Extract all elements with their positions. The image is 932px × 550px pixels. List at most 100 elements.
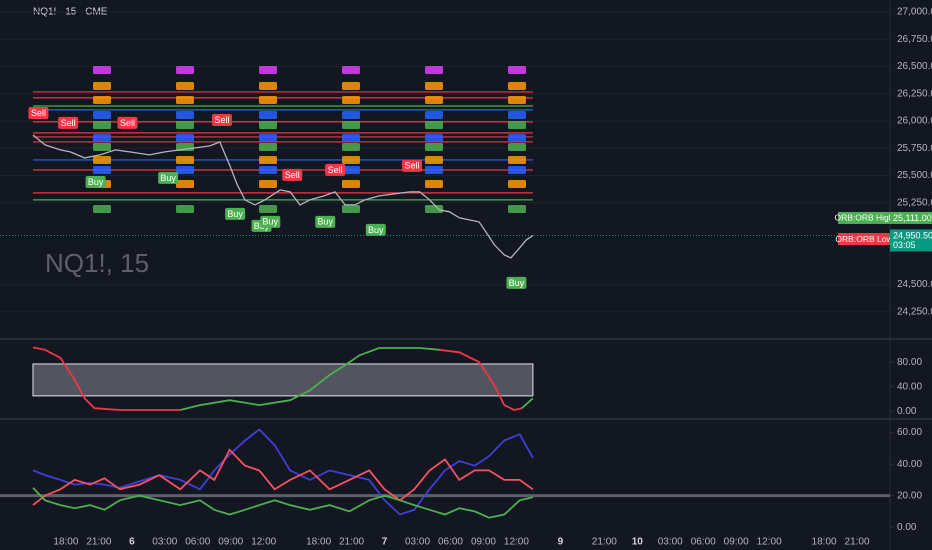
signal-label-box: [225, 207, 246, 220]
series-line: [32, 428, 534, 516]
signal-label-box: [158, 171, 179, 184]
signal-label-box: [85, 175, 106, 188]
x-tick-label: 12:00: [757, 537, 782, 548]
y-tick-label: 0.00: [897, 406, 917, 417]
session-box: [176, 180, 194, 188]
signal-label: Sell: [214, 115, 229, 125]
session-box: [342, 111, 360, 119]
session-box: [259, 66, 277, 74]
band: [32, 363, 534, 397]
session-box: [342, 82, 360, 90]
series-line: [32, 134, 534, 259]
session-box: [342, 156, 360, 164]
session-box: [176, 205, 194, 213]
marker-name: ORB:ORB Low: [835, 234, 893, 244]
series-line: [32, 487, 534, 519]
y-tick-label: 24,500.00: [897, 279, 932, 290]
session-box: [508, 121, 526, 129]
signal-label: Buy: [227, 209, 243, 219]
session-box: [508, 180, 526, 188]
y-tick-label: 0.00: [897, 522, 917, 533]
session-box: [93, 82, 111, 90]
session-box: [93, 111, 111, 119]
session-box: [259, 156, 277, 164]
session-box: [259, 166, 277, 174]
signal-label: Sell: [120, 118, 135, 128]
x-tick-label: 18:00: [812, 537, 837, 548]
session-box: [425, 143, 443, 151]
session-box: [508, 166, 526, 174]
session-box: [176, 111, 194, 119]
marker-value: 25,111.00: [893, 213, 932, 223]
x-tick-label: 06:00: [438, 537, 463, 548]
session-box: [259, 82, 277, 90]
session-box: [259, 143, 277, 151]
signal-label: Buy: [317, 217, 333, 227]
session-box: [508, 96, 526, 104]
signal-label-box: [28, 106, 49, 119]
signal-label-box: [506, 276, 527, 289]
marker-name-box: [838, 233, 890, 246]
y-tick-label: 27,000.00: [897, 7, 932, 18]
y-tick-label: 25,750.00: [897, 143, 932, 154]
session-box: [93, 121, 111, 129]
x-tick-label: 09:00: [471, 537, 496, 548]
last-price: 24,950.50: [893, 230, 932, 240]
signal-label: Sell: [405, 161, 420, 171]
session-box: [259, 121, 277, 129]
session-box: [425, 134, 443, 142]
session-box: [93, 166, 111, 174]
x-tick-label: 18:00: [53, 537, 78, 548]
session-box: [176, 156, 194, 164]
signal-label: Sell: [31, 108, 46, 118]
y-tick-label: 25,500.00: [897, 170, 932, 181]
session-box: [176, 121, 194, 129]
signal-label-box: [325, 163, 346, 176]
session-box: [425, 205, 443, 213]
session-box: [176, 166, 194, 174]
y-tick-label: 60.00: [897, 427, 922, 438]
session-box: [259, 180, 277, 188]
signal-label-box: [260, 215, 281, 228]
x-tick-label: 21:00: [845, 537, 870, 548]
signal-label: Buy: [368, 225, 384, 235]
session-box: [176, 82, 194, 90]
signal-label: Sell: [328, 165, 343, 175]
signal-label: Sell: [285, 170, 300, 180]
session-box: [425, 96, 443, 104]
signal-label-box: [211, 113, 232, 126]
y-tick-label: 20.00: [897, 490, 922, 501]
x-tick-label: 7: [382, 537, 388, 548]
session-box: [425, 166, 443, 174]
session-box: [508, 66, 526, 74]
session-box: [425, 156, 443, 164]
session-box: [342, 180, 360, 188]
session-box: [508, 205, 526, 213]
x-tick-label: 09:00: [724, 537, 749, 548]
session-box: [508, 82, 526, 90]
session-box: [425, 82, 443, 90]
session-box: [342, 121, 360, 129]
x-tick-label: 21:00: [86, 537, 111, 548]
session-box: [342, 96, 360, 104]
x-tick-label: 18:00: [306, 537, 331, 548]
x-tick-label: 21:00: [592, 537, 617, 548]
x-tick-label: 10: [632, 537, 644, 548]
x-tick-label: 21:00: [339, 537, 364, 548]
y-tick-label: 26,250.00: [897, 88, 932, 99]
session-box: [93, 134, 111, 142]
signal-label: Buy: [88, 177, 104, 187]
session-box: [93, 66, 111, 74]
y-tick-label: 40.00: [897, 381, 922, 392]
y-tick-label: 80.00: [897, 357, 922, 368]
countdown: 03:05: [893, 240, 916, 250]
session-box: [342, 134, 360, 142]
signal-label-box: [315, 215, 336, 228]
session-box: [176, 66, 194, 74]
y-tick-label: 26,500.00: [897, 61, 932, 72]
marker-name-box: [838, 211, 890, 224]
session-box: [508, 111, 526, 119]
watermark: NQ1!, 15: [45, 248, 149, 278]
